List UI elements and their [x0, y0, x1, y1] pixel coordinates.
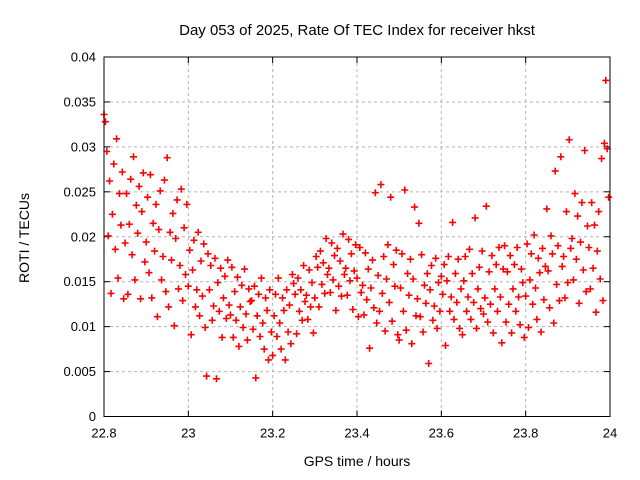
- x-axis-label: GPS time / hours: [303, 453, 411, 469]
- svg-text:0.01: 0.01: [71, 319, 96, 334]
- y-tick-labels: 0 0.005 0.01 0.015 0.02 0.025 0.03 0.035 0.04: [63, 50, 96, 425]
- svg-text:0.04: 0.04: [71, 50, 96, 65]
- svg-text:23.2: 23.2: [260, 426, 285, 441]
- plot-border: [103, 56, 611, 417]
- svg-text:0.035: 0.035: [63, 94, 96, 109]
- svg-text:23.8: 23.8: [513, 426, 538, 441]
- svg-text:0.025: 0.025: [63, 184, 96, 199]
- svg-text:0.005: 0.005: [63, 364, 96, 379]
- svg-text:23.4: 23.4: [344, 426, 369, 441]
- svg-text:0.02: 0.02: [71, 229, 96, 244]
- svg-text:0.03: 0.03: [71, 139, 96, 154]
- x-tick-labels: 22.8 23 23.2 23.4 23.6 23.8 24: [91, 426, 617, 441]
- svg-text:0: 0: [89, 409, 96, 424]
- svg-text:23.6: 23.6: [429, 426, 454, 441]
- chart-title: Day 053 of 2025, Rate Of TEC Index for r…: [179, 22, 535, 39]
- data-points: [100, 76, 613, 383]
- svg-text:23: 23: [181, 426, 195, 441]
- svg-text:0.015: 0.015: [63, 274, 96, 289]
- gridlines: [104, 57, 610, 417]
- svg-text:22.8: 22.8: [91, 426, 116, 441]
- svg-text:24: 24: [603, 426, 617, 441]
